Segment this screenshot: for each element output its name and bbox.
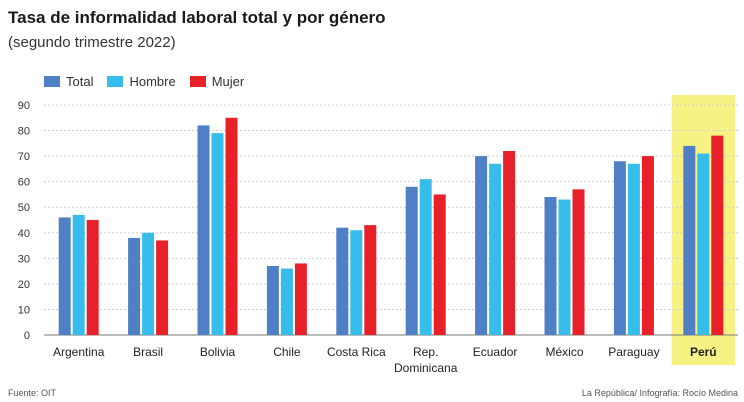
bar-mujer — [503, 151, 516, 335]
legend-item-mujer: Mujer — [189, 74, 245, 89]
x-tick-label: Chile — [273, 345, 301, 359]
x-tick-label: Brasil — [133, 345, 163, 359]
y-tick-label: 80 — [18, 126, 30, 138]
x-tick-label: Bolivia — [200, 345, 236, 359]
bar-total — [405, 186, 418, 335]
bar-mujer — [433, 194, 446, 335]
y-tick-label: 20 — [18, 279, 30, 291]
bar-mujer — [86, 220, 99, 335]
chart-title: Tasa de informalidad laboral total y por… — [8, 8, 386, 27]
legend-swatch-hombre — [107, 76, 124, 87]
x-tick-label: Argentina — [53, 345, 105, 359]
credit-note: La República/ Infografía: Rocío Medina — [581, 388, 738, 398]
y-tick-label: 0 — [24, 330, 30, 342]
bar-hombre — [558, 199, 571, 335]
legend-item-hombre: Hombre — [107, 74, 176, 89]
y-tick-label: 60 — [18, 177, 30, 189]
bar-hombre — [697, 153, 710, 335]
bar-hombre — [142, 232, 155, 335]
legend-item-total: Total — [44, 74, 93, 89]
bar-mujer — [711, 135, 724, 335]
bar-total — [128, 237, 141, 335]
y-tick-label: 40 — [18, 228, 30, 240]
bar-total — [475, 156, 488, 335]
x-tick-label: Costa Rica — [327, 345, 386, 359]
y-tick-label: 30 — [18, 253, 30, 265]
bar-hombre — [280, 268, 293, 335]
bar-total — [58, 217, 71, 335]
y-tick-label: 50 — [18, 202, 30, 214]
bar-total — [336, 227, 349, 335]
x-tick-label: Paraguay — [608, 345, 659, 359]
bar-hombre — [350, 230, 363, 335]
bar-total — [197, 125, 210, 335]
bar-hombre — [627, 163, 640, 335]
y-tick-label: 90 — [18, 100, 30, 112]
legend-swatch-total — [44, 76, 60, 87]
x-tick-label: Ecuador — [473, 345, 518, 359]
bar-mujer — [294, 263, 307, 335]
bar-total — [683, 145, 696, 335]
bar-total — [544, 197, 557, 335]
x-tick-label: Dominicana — [394, 361, 458, 375]
bar-hombre — [211, 133, 224, 335]
legend-label-mujer: Mujer — [211, 74, 245, 89]
y-tick-label: 10 — [18, 304, 30, 316]
bar-mujer — [156, 240, 169, 335]
bar-hombre — [72, 214, 85, 335]
bar-total — [266, 266, 279, 335]
legend-swatch-mujer — [189, 76, 206, 87]
legend-label-total: Total — [66, 74, 94, 89]
legend-label-hombre: Hombre — [129, 74, 176, 89]
y-tick-label: 70 — [18, 151, 30, 163]
chart-subtitle: (segundo trimestre 2022) — [8, 34, 176, 51]
bar-total — [613, 161, 626, 335]
x-tick-label: Rep. — [413, 345, 438, 359]
x-tick-label: Perú — [690, 345, 717, 359]
bar-mujer — [364, 225, 377, 335]
x-tick-label: México — [545, 345, 583, 359]
chart-legend: Total Hombre Mujer — [44, 74, 244, 89]
bar-hombre — [489, 163, 502, 335]
bar-mujer — [572, 189, 585, 335]
bar-hombre — [419, 179, 432, 335]
bar-mujer — [225, 117, 238, 336]
bar-mujer — [641, 156, 654, 335]
source-note: Fuente: OIT — [8, 388, 57, 398]
